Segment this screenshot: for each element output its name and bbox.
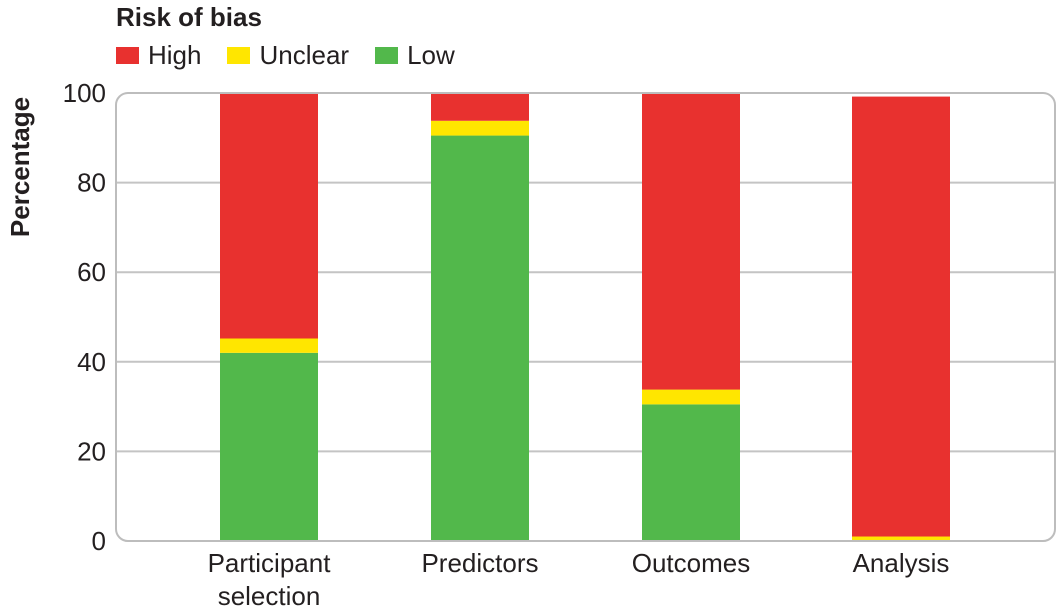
bar-segment-unclear xyxy=(642,389,740,405)
bar-segment-unclear xyxy=(852,536,950,541)
legend-item-unclear: Unclear xyxy=(227,40,349,71)
y-tick-label: 0 xyxy=(92,526,106,556)
legend-item-low: Low xyxy=(375,40,455,71)
legend-label-high: High xyxy=(148,40,202,70)
bars xyxy=(220,93,950,541)
y-tick-label: 20 xyxy=(77,436,106,466)
y-tick-labels: 0 20 40 60 80 100 xyxy=(63,78,106,556)
legend-title: Risk of bias xyxy=(116,2,262,32)
bar-segment-low xyxy=(642,404,740,541)
bar-segment-high xyxy=(431,93,529,121)
bar-segment-high xyxy=(642,93,740,390)
legend-swatch-unclear xyxy=(227,47,251,64)
legend-label-unclear: Unclear xyxy=(259,40,350,70)
x-category-label: Outcomes xyxy=(632,548,751,578)
legend-swatch-low xyxy=(375,47,399,64)
legend-label-low: Low xyxy=(407,40,455,70)
legend-swatch-high xyxy=(116,47,139,64)
bar-segment-unclear xyxy=(431,120,529,136)
y-tick-label: 80 xyxy=(77,168,106,198)
bar-segment-high xyxy=(852,96,950,537)
bar-segment-low xyxy=(220,352,318,541)
y-axis-label: Percentage xyxy=(5,97,35,237)
bar-segment-unclear xyxy=(220,338,318,353)
x-category-label: selection xyxy=(218,581,321,611)
y-tick-label: 100 xyxy=(63,78,106,108)
bar-segment-low xyxy=(431,135,529,541)
y-tick-label: 60 xyxy=(77,257,106,287)
bar-segment-high xyxy=(220,93,318,339)
x-category-label: Analysis xyxy=(853,548,950,578)
x-category-label: Predictors xyxy=(421,548,538,578)
plot-frame xyxy=(115,92,1056,542)
y-tick-label: 40 xyxy=(77,347,106,377)
x-category-label: Participant xyxy=(208,548,332,578)
legend-item-high: High xyxy=(116,40,201,71)
legend: High Unclear Low xyxy=(116,40,481,71)
